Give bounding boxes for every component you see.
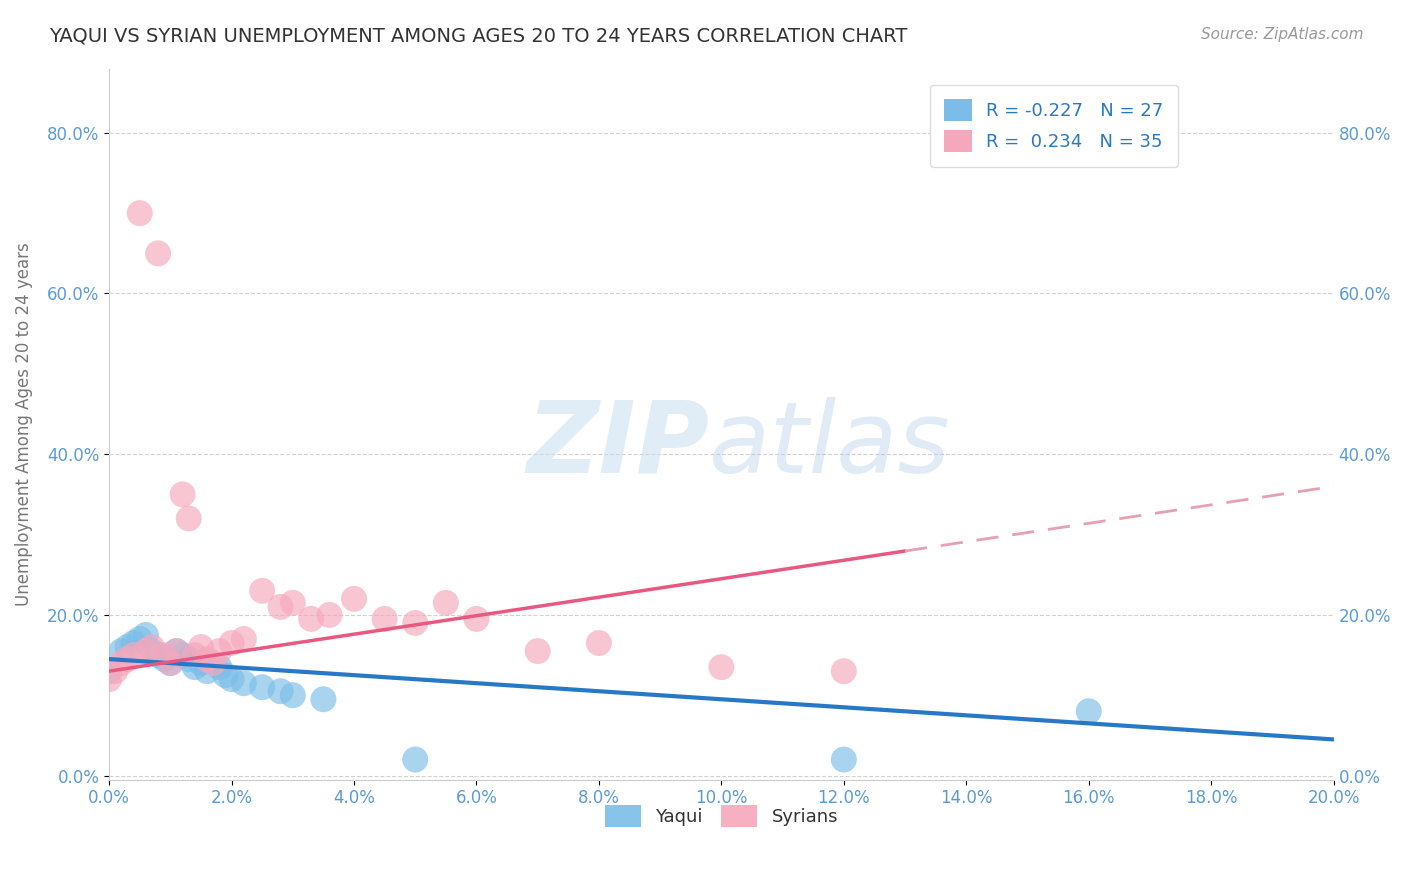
Point [270,599,292,614]
Point [312,692,335,706]
Point [104,664,127,678]
Point [153,648,176,662]
Point [141,644,163,658]
Point [195,652,218,666]
Point [190,640,212,654]
Point [832,664,855,678]
Point [281,596,304,610]
Point [135,628,157,642]
Point [588,636,610,650]
Text: atlas: atlas [709,397,950,494]
Text: ZIP: ZIP [526,397,709,494]
Point [404,615,426,630]
Point [465,612,488,626]
Point [128,632,150,646]
Text: YAQUI VS SYRIAN UNEMPLOYMENT AMONG AGES 20 TO 24 YEARS CORRELATION CHART: YAQUI VS SYRIAN UNEMPLOYMENT AMONG AGES … [49,27,908,45]
Point [98,672,121,686]
Point [214,668,236,682]
Point [172,648,194,662]
Point [159,656,181,670]
Point [208,660,231,674]
Point [343,591,366,606]
Point [195,664,218,678]
Legend: Yaqui, Syrians: Yaqui, Syrians [598,798,845,835]
Point [166,644,188,658]
Point [122,636,145,650]
Point [1077,704,1099,718]
Point [128,206,150,220]
Point [250,680,273,694]
Point [202,656,225,670]
Point [190,656,212,670]
Point [299,612,322,626]
Point [146,648,169,662]
Point [146,246,169,260]
Point [159,656,181,670]
Point [232,632,254,646]
Point [221,636,243,650]
Point [184,648,207,662]
Point [318,607,340,622]
Point [281,688,304,702]
Point [710,660,733,674]
Point [232,676,254,690]
Point [526,644,548,658]
Point [250,583,273,598]
Point [122,648,145,662]
Point [184,660,207,674]
Point [270,684,292,698]
Point [208,644,231,658]
Point [141,640,163,654]
Point [374,612,396,626]
Point [172,487,194,501]
Point [98,664,121,678]
Point [434,596,457,610]
Point [153,652,176,666]
Point [404,752,426,766]
Point [110,656,132,670]
Point [117,652,139,666]
Point [177,652,200,666]
Point [832,752,855,766]
Point [221,672,243,686]
Point [110,644,132,658]
Y-axis label: Unemployment Among Ages 20 to 24 years: Unemployment Among Ages 20 to 24 years [15,243,32,606]
Point [166,644,188,658]
Point [177,511,200,525]
Point [117,640,139,654]
Point [135,644,157,658]
Text: Source: ZipAtlas.com: Source: ZipAtlas.com [1201,27,1364,42]
